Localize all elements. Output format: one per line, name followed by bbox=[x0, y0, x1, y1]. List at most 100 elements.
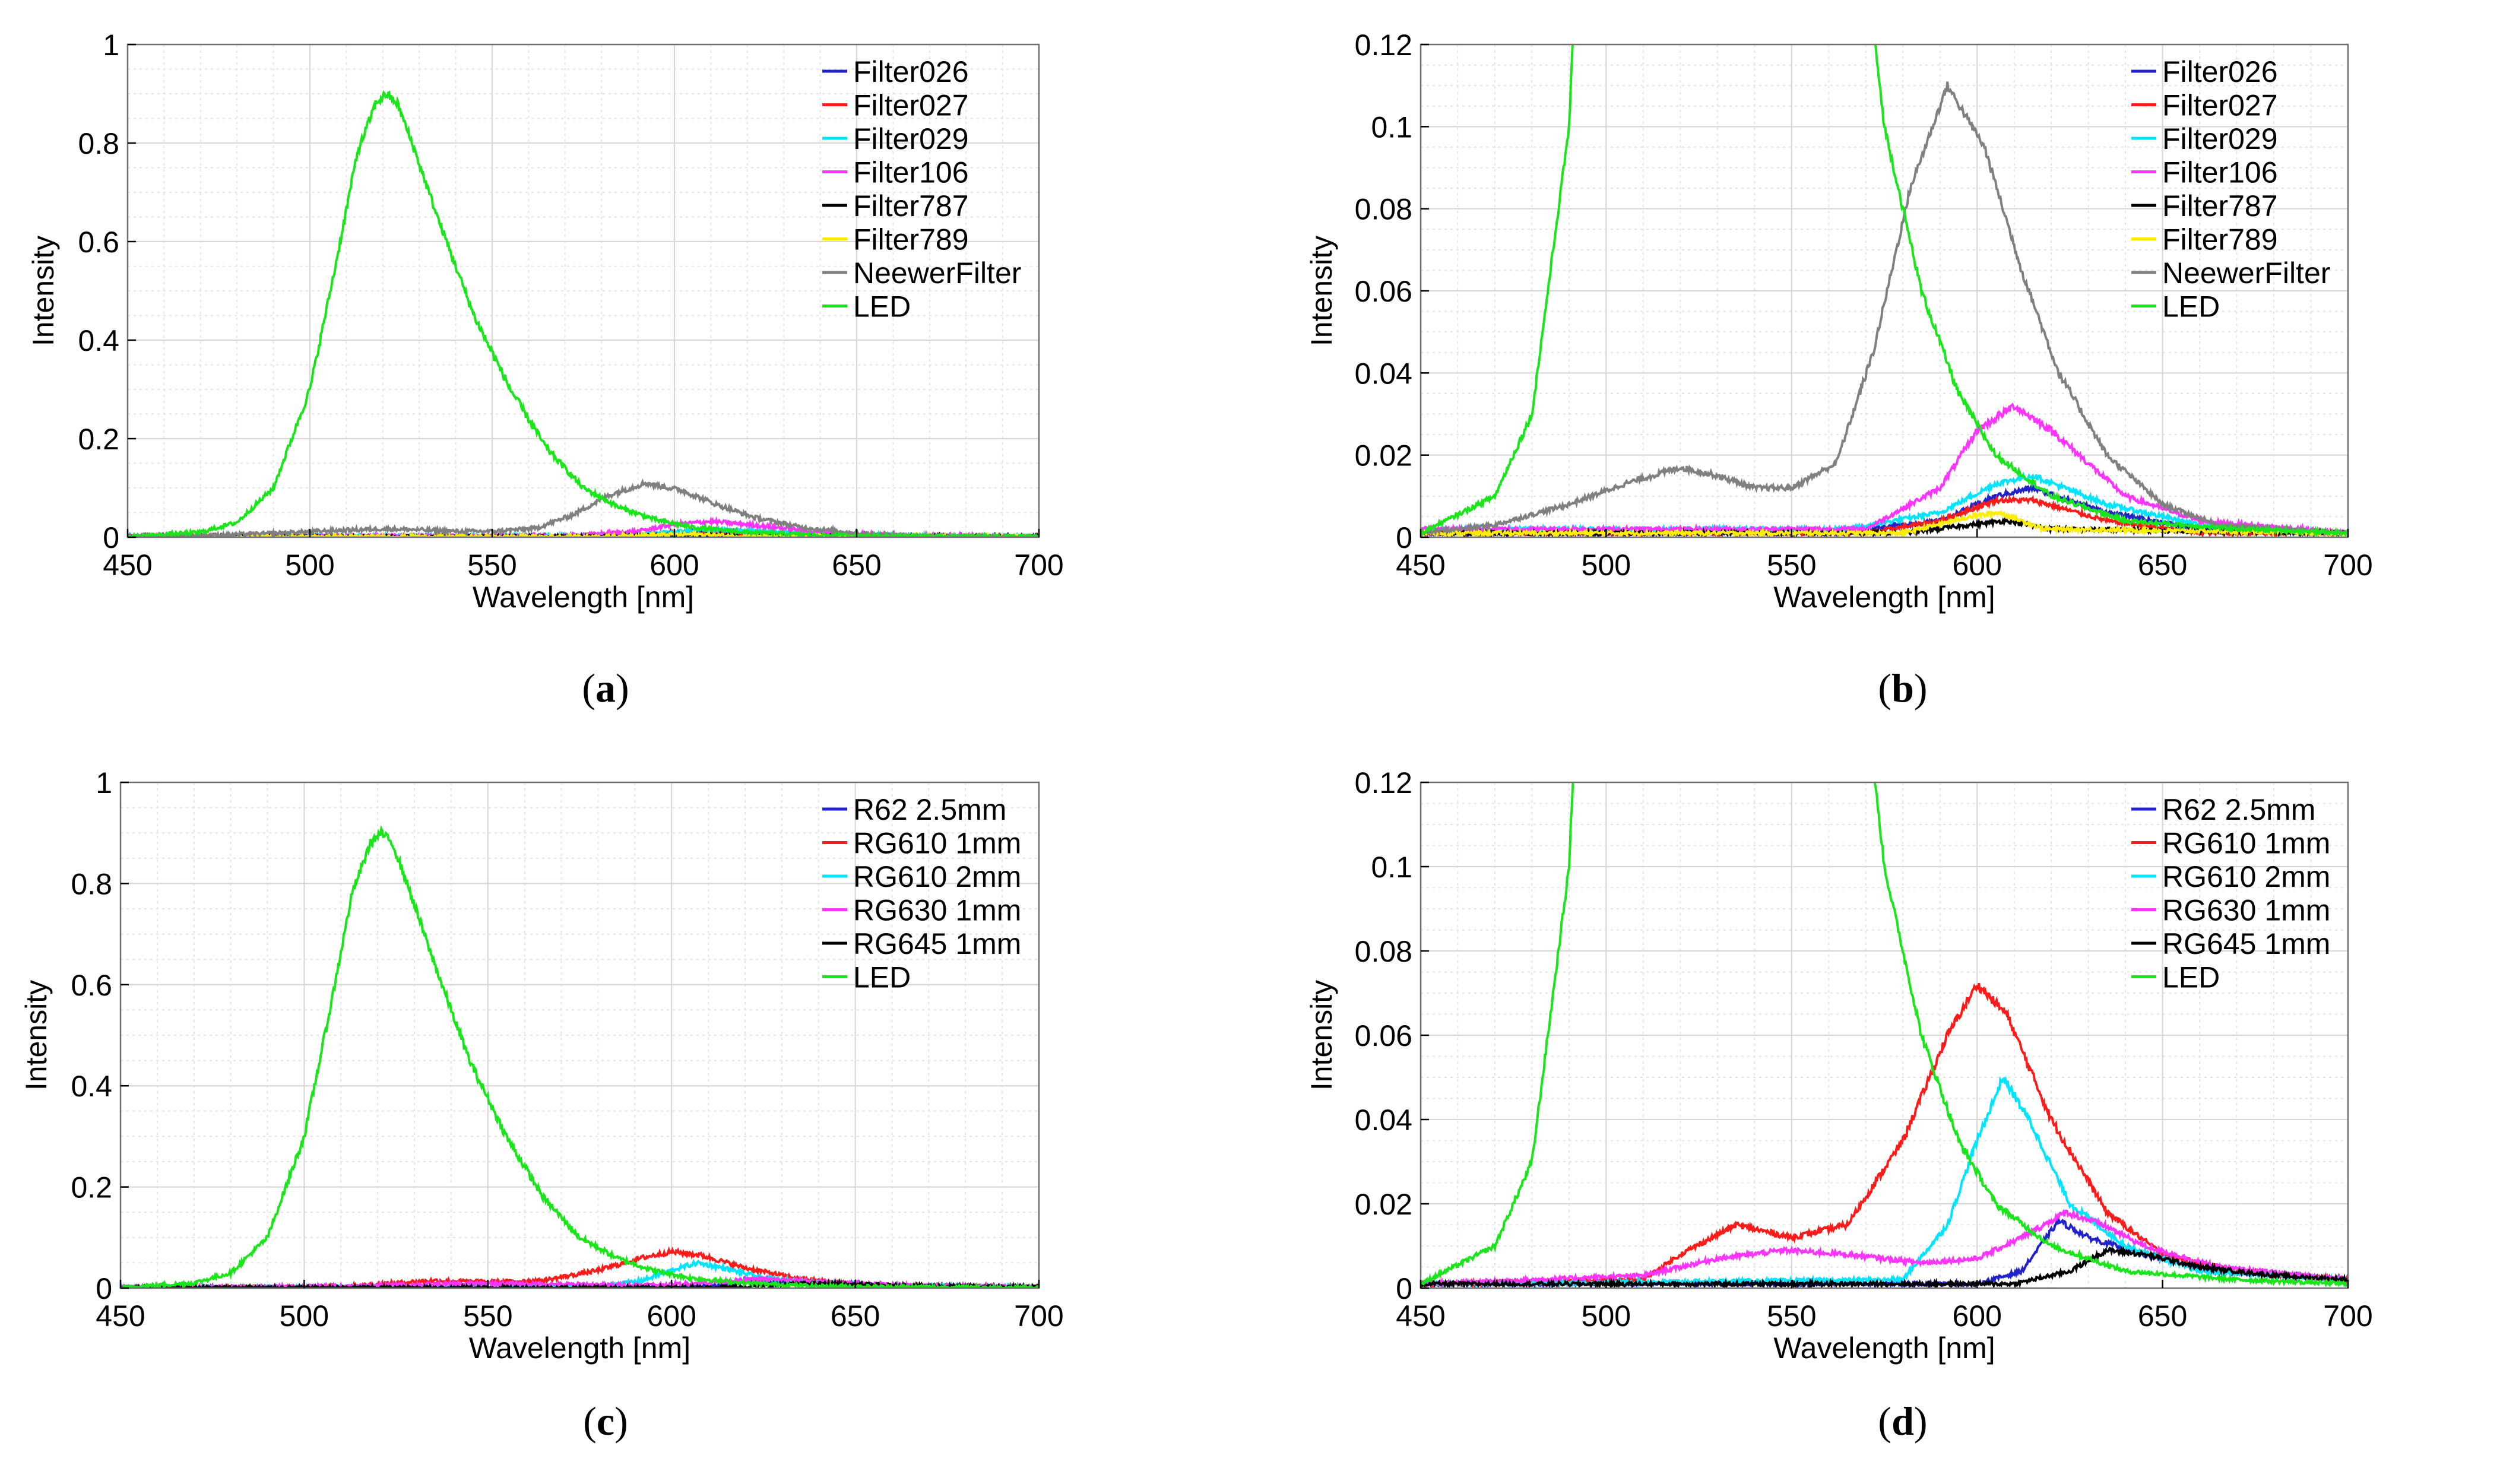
caption-b: (b) bbox=[1878, 665, 1928, 711]
y-tick-label: 0.1 bbox=[1371, 851, 1412, 884]
series-line-rg630-1mm bbox=[1421, 1209, 2348, 1288]
legend-entry: Filter106 bbox=[853, 156, 969, 189]
x-tick-label: 700 bbox=[1014, 548, 1063, 582]
y-tick-label: 0.1 bbox=[1371, 110, 1412, 144]
series-line-rg645-1mm bbox=[1421, 1245, 2348, 1288]
y-tick-label: 0.2 bbox=[78, 423, 119, 456]
legend-entry: Filter029 bbox=[2162, 122, 2278, 156]
series-line-rg610-1mm bbox=[1421, 983, 2348, 1288]
legend-entry: RG645 1mm bbox=[853, 927, 1021, 960]
x-tick-label: 600 bbox=[649, 548, 699, 582]
x-tick-label: 500 bbox=[1582, 548, 1631, 582]
x-tick-label: 550 bbox=[463, 1299, 512, 1333]
plot-frame bbox=[119, 781, 1040, 1289]
series-line-led bbox=[121, 825, 1039, 1288]
x-tick-label: 600 bbox=[1952, 1299, 2001, 1333]
legend-entry: RG610 2mm bbox=[2162, 860, 2330, 893]
legend-entry: LED bbox=[853, 961, 911, 994]
series-group-d bbox=[1421, 782, 2348, 1288]
x-tick-label: 700 bbox=[2323, 1299, 2372, 1333]
legend-entry: Filter787 bbox=[853, 189, 969, 223]
y-tick-label: 0.02 bbox=[1355, 1188, 1412, 1221]
x-axis-label: Wavelength [nm] bbox=[1773, 581, 1995, 614]
legend-entry: Filter789 bbox=[2162, 223, 2278, 256]
y-tick-label: 0.06 bbox=[1355, 1019, 1412, 1052]
x-tick-label: 500 bbox=[285, 548, 334, 582]
x-tick-label: 600 bbox=[1952, 548, 2001, 582]
legend-entry: R62 2.5mm bbox=[2162, 793, 2315, 826]
caption-b-label: b bbox=[1891, 665, 1914, 711]
x-tick-label: 650 bbox=[831, 1299, 880, 1333]
y-tick-label: 0.08 bbox=[1355, 935, 1412, 968]
legend-entry: Filter026 bbox=[2162, 55, 2278, 88]
x-tick-label: 550 bbox=[1767, 548, 1816, 582]
legend-entry: LED bbox=[853, 290, 911, 324]
y-tick-label: 0.04 bbox=[1355, 357, 1412, 390]
legend-entry: LED bbox=[2162, 290, 2220, 324]
x-tick-label: 650 bbox=[2138, 1299, 2187, 1333]
x-axis-label: Wavelength [nm] bbox=[469, 1331, 690, 1365]
series-line-led bbox=[1421, 45, 2348, 537]
x-tick-label: 550 bbox=[1767, 1299, 1816, 1333]
y-tick-label: 0.4 bbox=[78, 324, 119, 357]
legend-entry: RG610 1mm bbox=[2162, 827, 2330, 860]
x-tick-label: 500 bbox=[1582, 1299, 1631, 1333]
series-group-c bbox=[121, 825, 1039, 1288]
caption-c-label: c bbox=[596, 1399, 615, 1444]
legend-entry: Filter787 bbox=[2162, 189, 2278, 223]
legend-entry: Filter027 bbox=[853, 89, 969, 122]
caption-c: (c) bbox=[583, 1399, 628, 1444]
legend-entry: RG610 2mm bbox=[853, 860, 1021, 893]
y-tick-label: 0.8 bbox=[71, 867, 112, 900]
caption-a: (a) bbox=[582, 665, 629, 711]
legend-entry: Filter106 bbox=[2162, 156, 2278, 189]
y-tick-label: 0.06 bbox=[1355, 275, 1412, 308]
x-tick-label: 450 bbox=[1396, 548, 1445, 582]
legend-entry: Filter029 bbox=[853, 122, 969, 156]
series-line-neewerfilter bbox=[128, 478, 1039, 537]
series-group-b bbox=[1421, 45, 2348, 537]
legend-entry: Filter027 bbox=[2162, 89, 2278, 122]
y-tick-label: 0 bbox=[96, 1272, 112, 1305]
legend-entry: Filter789 bbox=[853, 223, 969, 256]
y-axis-label: Intensity bbox=[27, 236, 60, 346]
y-axis-label: Intensity bbox=[1305, 980, 1338, 1090]
series-line-neewerfilter bbox=[1421, 81, 2348, 537]
caption-d-label: d bbox=[1891, 1399, 1914, 1444]
y-tick-label: 0.12 bbox=[1355, 766, 1412, 800]
y-tick-label: 0 bbox=[1396, 1272, 1412, 1305]
legend-entry: LED bbox=[2162, 961, 2220, 994]
legend-entry: Filter026 bbox=[853, 55, 969, 88]
legend-entry: RG630 1mm bbox=[853, 894, 1021, 927]
legend-entry: RG610 1mm bbox=[853, 827, 1021, 860]
y-tick-label: 0.2 bbox=[71, 1171, 112, 1204]
legend-entry: RG630 1mm bbox=[2162, 894, 2330, 927]
caption-d: (d) bbox=[1878, 1399, 1928, 1444]
legend-b: Filter026Filter027Filter029Filter106Filt… bbox=[2131, 55, 2330, 324]
legend-entry: R62 2.5mm bbox=[853, 793, 1006, 826]
x-tick-label: 500 bbox=[280, 1299, 329, 1333]
y-tick-label: 0.6 bbox=[71, 969, 112, 1002]
y-axis-label: Intensity bbox=[1305, 236, 1338, 346]
x-tick-label: 700 bbox=[1014, 1299, 1063, 1333]
legend-entry: NeewerFilter bbox=[853, 256, 1021, 290]
x-axis-label: Wavelength [nm] bbox=[473, 581, 694, 614]
y-tick-label: 0.4 bbox=[71, 1070, 112, 1103]
series-line-filter789 bbox=[1421, 509, 2348, 537]
plot-frame bbox=[126, 43, 1040, 538]
x-tick-label: 450 bbox=[96, 1299, 145, 1333]
y-tick-label: 0.8 bbox=[78, 127, 119, 160]
legend-a: Filter026Filter027Filter029Filter106Filt… bbox=[822, 55, 1021, 324]
x-tick-label: 650 bbox=[2138, 548, 2187, 582]
y-tick-label: 0.12 bbox=[1355, 28, 1412, 62]
series-line-filter106 bbox=[1421, 402, 2348, 536]
x-tick-label: 600 bbox=[647, 1299, 696, 1333]
x-axis-label: Wavelength [nm] bbox=[1773, 1331, 1995, 1365]
legend-entry: RG645 1mm bbox=[2162, 927, 2330, 960]
x-tick-label: 550 bbox=[467, 548, 517, 582]
x-tick-label: 450 bbox=[1396, 1299, 1445, 1333]
